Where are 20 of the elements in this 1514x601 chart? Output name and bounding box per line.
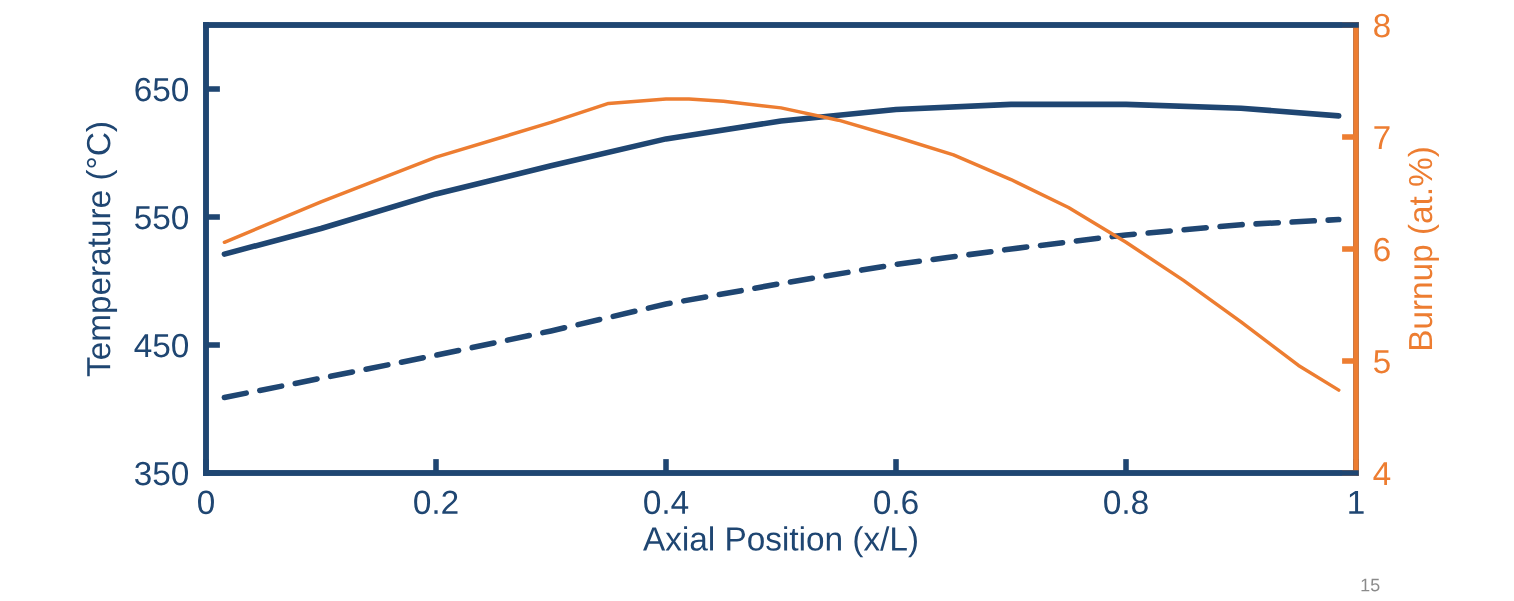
y-tick-label: 450	[134, 333, 189, 358]
x-tick-label: 1	[1349, 490, 1364, 514]
x-axis-title: Axial Position (x/L)	[643, 526, 917, 558]
x-tick-label: 0	[198, 490, 214, 515]
y-axis-title: Temperature (°C)	[85, 123, 118, 377]
y2-tick-label: 4	[1373, 462, 1391, 486]
y2-tick-label: 5	[1374, 350, 1390, 374]
y-tick-label: 650	[135, 77, 189, 102]
y2-tick-label: 6	[1374, 237, 1390, 262]
y2-tick-label: 7	[1374, 126, 1390, 150]
text: 15	[1361, 578, 1380, 592]
x-tick-label: 0.6	[874, 490, 918, 515]
x-tick-label: 0.4	[644, 490, 689, 515]
y2-axis-title: Burnup (at.%)	[1407, 148, 1439, 350]
y-tick-label: 350	[134, 461, 189, 486]
x-tick-label: 0.8	[1104, 490, 1148, 515]
x-tick-label: 0.2	[414, 490, 458, 515]
line-series	[222, 97, 1341, 392]
y2-tick-label: 8	[1374, 13, 1390, 38]
y-tick-label: 550	[135, 205, 189, 230]
